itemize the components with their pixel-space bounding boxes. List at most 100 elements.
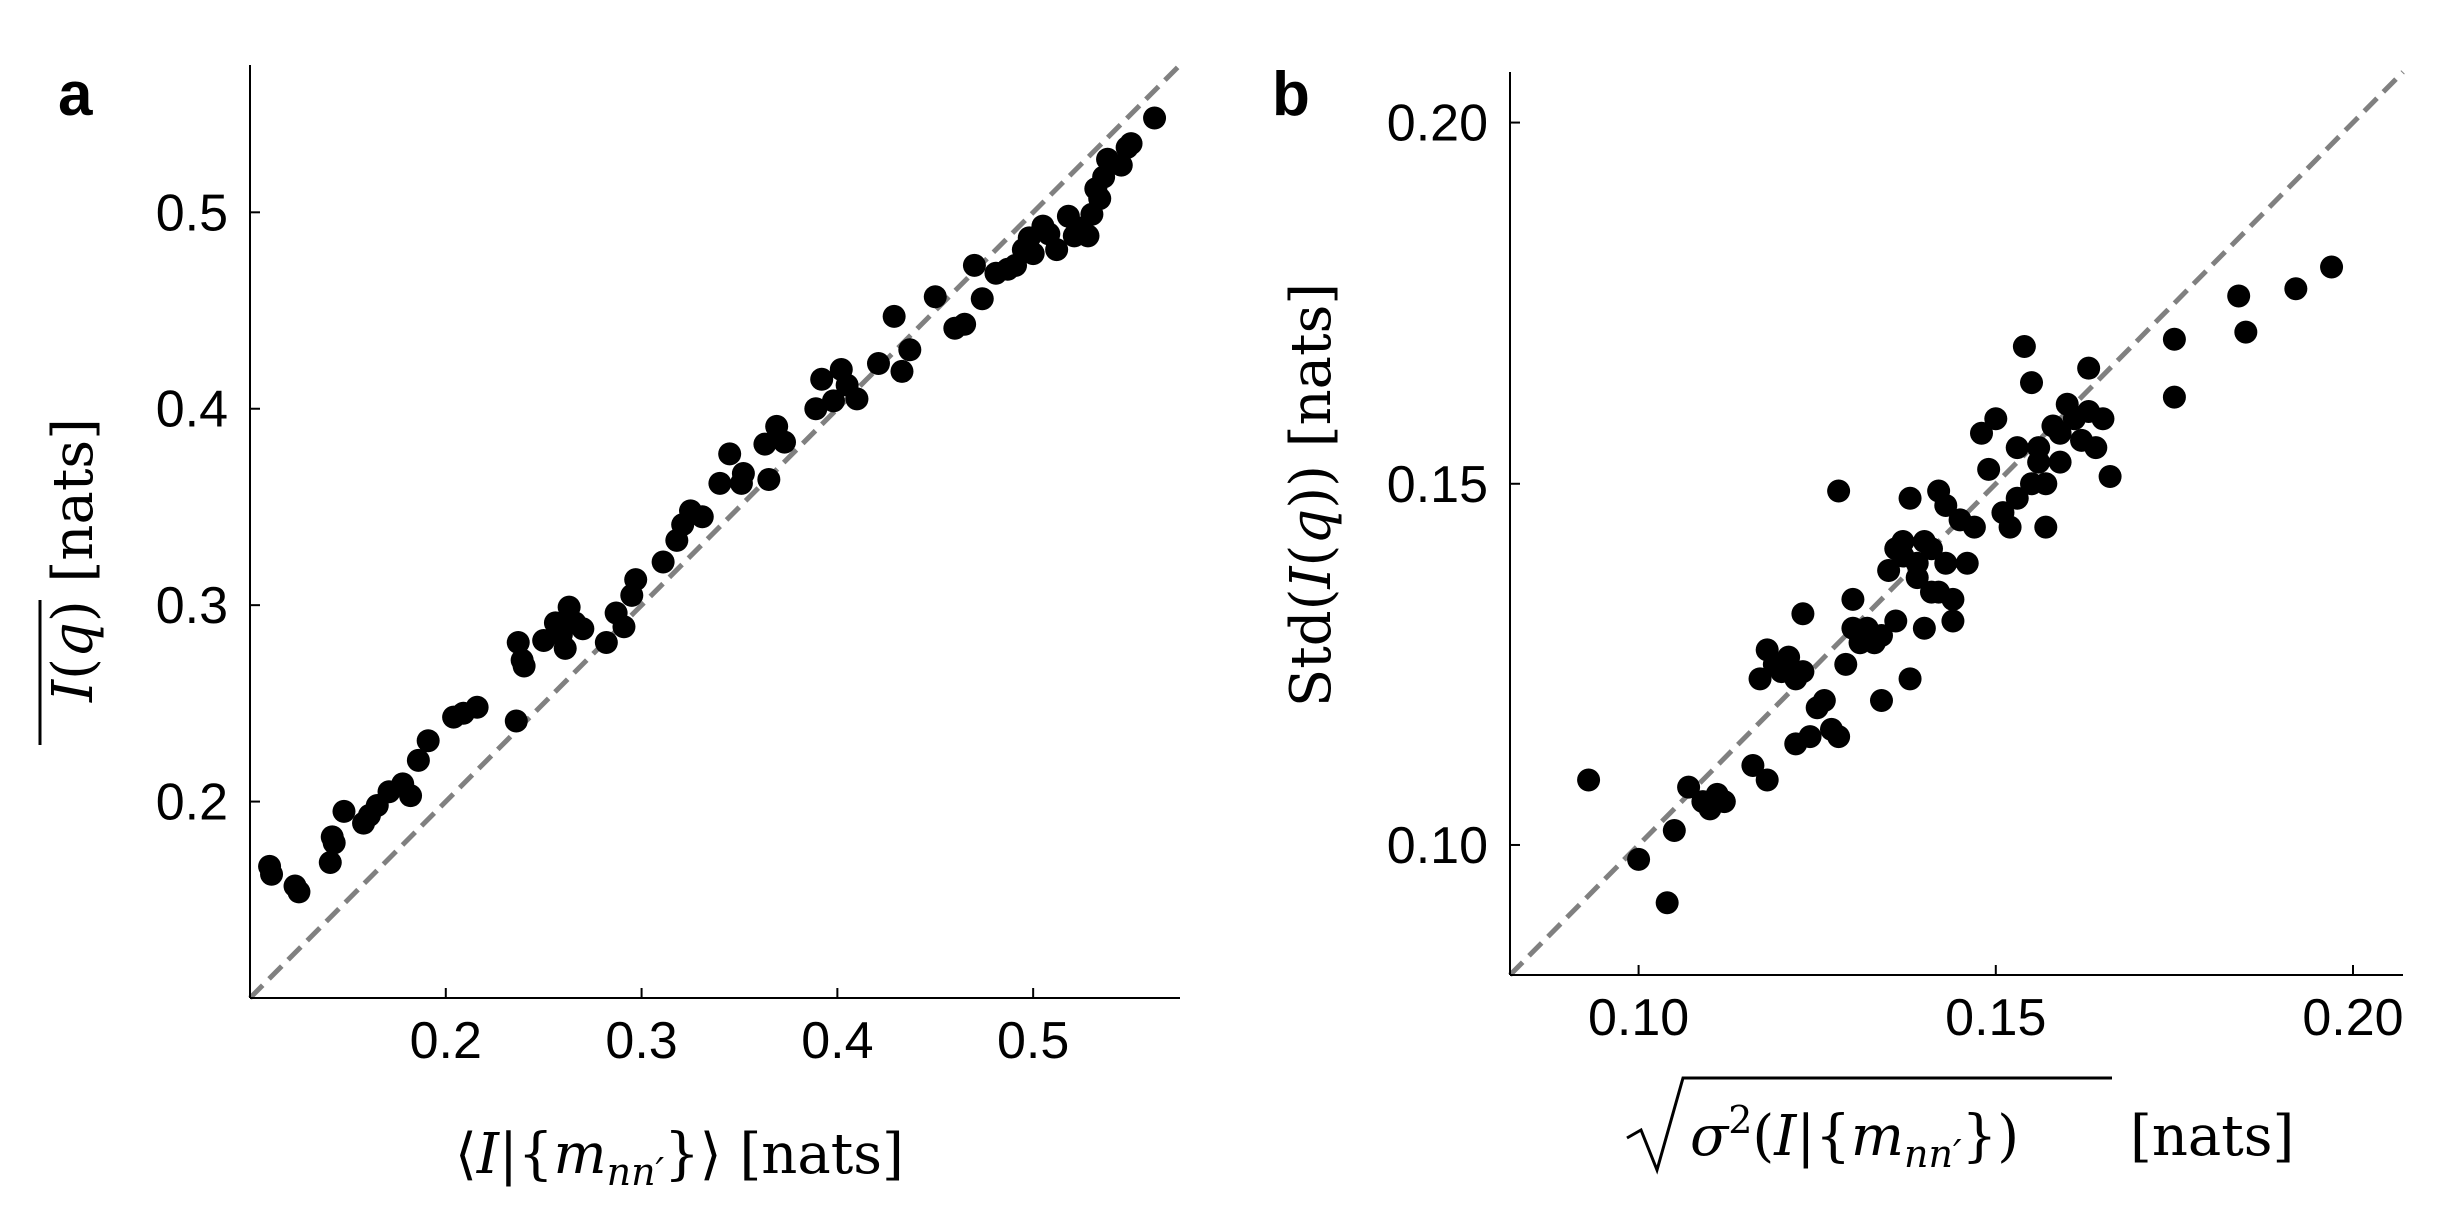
panel-b-data-point <box>1827 725 1851 749</box>
panel-b-data-point <box>2098 465 2122 489</box>
svg-text:Std(I(q)) [nats]: Std(I(q)) [nats] <box>1279 283 1344 707</box>
panel-b-data-point <box>2077 356 2101 380</box>
panel-b-data-point <box>2005 486 2029 510</box>
panel-a-data-point <box>890 359 914 383</box>
panel-b-y-axis-label: Std(I(q)) [nats] <box>1279 283 1344 707</box>
panel-a-data-point <box>651 550 675 574</box>
panel-b-data-point <box>1869 623 1893 647</box>
panel-b-data-point <box>1791 602 1815 626</box>
panel-a-x-tick-label: 0.3 <box>605 1012 677 1070</box>
panel-a-x-tick-label: 0.4 <box>801 1012 873 1070</box>
panel-a-data-point <box>731 462 755 486</box>
panel-a-y-tick-label: 0.2 <box>156 774 228 832</box>
panel-a-data-point <box>821 389 845 413</box>
panel-b-data-point <box>1984 407 2008 431</box>
panel-a-data-point <box>318 850 342 874</box>
panel-a-data-point <box>506 630 530 654</box>
panel-b-data-point <box>2027 450 2051 474</box>
panel-a: a 0.2 0.3 0.4 0.5 0.2 0.3 0.4 0.5 ⟨I|{mnn′}⟩ [… <box>38 60 1182 1194</box>
panel-a-data-point <box>504 709 528 733</box>
panel-b: b 0.10 0.15 0.20 0.10 0.15 0.20 σ2(I|{mnn′})… <box>1272 60 2405 1176</box>
panel-a-y-tick-label: 0.5 <box>156 184 228 242</box>
panel-b-y-tick-label: 0.10 <box>1387 817 1488 875</box>
panel-b-data-point <box>1812 688 1836 712</box>
panel-b-data-point <box>1970 421 1994 445</box>
panel-a-data-point <box>882 304 906 328</box>
panel-a-data-point <box>416 729 440 753</box>
panel-a-data-point <box>757 467 781 491</box>
panel-b-data-point <box>1869 688 1893 712</box>
panel-a-data-point <box>287 880 311 904</box>
panel-a-data-point <box>970 287 994 311</box>
panel-a-data-point <box>1021 242 1045 266</box>
panel-b-data-point <box>2034 472 2058 496</box>
panel-b-letter: b <box>1272 60 1310 129</box>
panel-a-data-point <box>1088 187 1112 211</box>
panel-b-data-point <box>1777 645 1801 669</box>
panel-a-letter: a <box>58 60 93 129</box>
panel-b-data-point <box>1741 754 1765 778</box>
panel-a-data-point <box>1092 165 1116 189</box>
svg-text:I(q) [nats]: I(q) [nats] <box>41 418 106 703</box>
panel-a-data-point <box>594 630 618 654</box>
panel-b-y-ticks: 0.10 0.15 0.20 <box>1387 95 1520 875</box>
panel-b-data-point <box>2162 327 2186 351</box>
panel-b-x-tick-label: 0.10 <box>1588 989 1689 1047</box>
panel-b-data-point <box>1834 652 1858 676</box>
panel-b-data-point <box>2034 515 2058 539</box>
panel-b-data-point <box>1748 667 1772 691</box>
panel-a-data-point <box>1076 224 1100 248</box>
panel-b-data-point <box>2005 436 2029 460</box>
panel-b-data-point <box>1905 566 1929 590</box>
panel-b-points <box>1577 255 2344 915</box>
panel-a-data-point <box>953 312 977 336</box>
panel-b-data-point <box>2091 407 2115 431</box>
panel-a-data-point <box>1119 132 1143 156</box>
panel-a-data-point <box>718 442 742 466</box>
panel-b-data-point <box>1898 667 1922 691</box>
panel-a-data-point <box>753 432 777 456</box>
panel-a-x-ticks: 0.2 0.3 0.4 0.5 <box>410 988 1069 1070</box>
panel-b-data-point <box>2320 255 2344 279</box>
panel-a-data-point <box>845 387 869 411</box>
panel-b-data-point <box>2012 335 2036 359</box>
panel-b-data-point <box>1755 768 1779 792</box>
panel-a-data-point <box>260 862 284 886</box>
panel-a-data-point <box>708 471 732 495</box>
panel-a-data-point <box>1143 106 1167 130</box>
panel-a-data-point <box>332 799 356 823</box>
panel-b-x-axis-label: σ2(I|{mnn′}) [nats] <box>1626 1076 2294 1176</box>
panel-a-x-tick-label: 0.2 <box>410 1012 482 1070</box>
panel-b-data-point <box>2048 421 2072 445</box>
panel-a-data-point <box>810 367 834 391</box>
panel-a-identity-line <box>248 63 1182 1000</box>
panel-b-data-point <box>1998 515 2022 539</box>
panel-b-data-point <box>2020 371 2044 395</box>
panel-a-y-tick-label: 0.4 <box>156 381 228 439</box>
panel-a-data-point <box>320 825 344 849</box>
panel-b-data-point <box>1955 551 1979 575</box>
panel-b-y-tick-label: 0.20 <box>1387 95 1488 153</box>
panel-b-y-tick-label: 0.15 <box>1387 456 1488 514</box>
panel-b-data-point <box>1662 819 1686 843</box>
panel-b-x-ticks: 0.10 0.15 0.20 <box>1588 965 2404 1047</box>
panel-a-data-point <box>923 285 947 309</box>
panel-a-data-point <box>690 505 714 529</box>
panel-b-data-point <box>1677 775 1701 799</box>
panel-b-data-point <box>2048 450 2072 474</box>
panel-b-data-point <box>2284 277 2308 301</box>
panel-a-data-point <box>773 430 797 454</box>
panel-a-data-point <box>962 253 986 277</box>
panel-a-data-point <box>399 784 423 808</box>
panel-a-data-point <box>465 695 489 719</box>
panel-b-data-point <box>1934 551 1958 575</box>
panel-b-x-tick-label: 0.20 <box>2302 989 2403 1047</box>
panel-b-data-point <box>1655 891 1679 915</box>
panel-b-data-point <box>1977 457 2001 481</box>
panel-b-data-point <box>1919 537 1943 561</box>
svg-text:σ2(I|{mnn′}): σ2(I|{mnn′}) <box>1690 1098 2019 1176</box>
panel-b-data-point <box>1798 725 1822 749</box>
panel-a-data-point <box>612 615 636 639</box>
panel-a-y-axis-label: I(q) [nats] <box>38 418 106 745</box>
panel-a-data-point <box>1109 153 1133 177</box>
